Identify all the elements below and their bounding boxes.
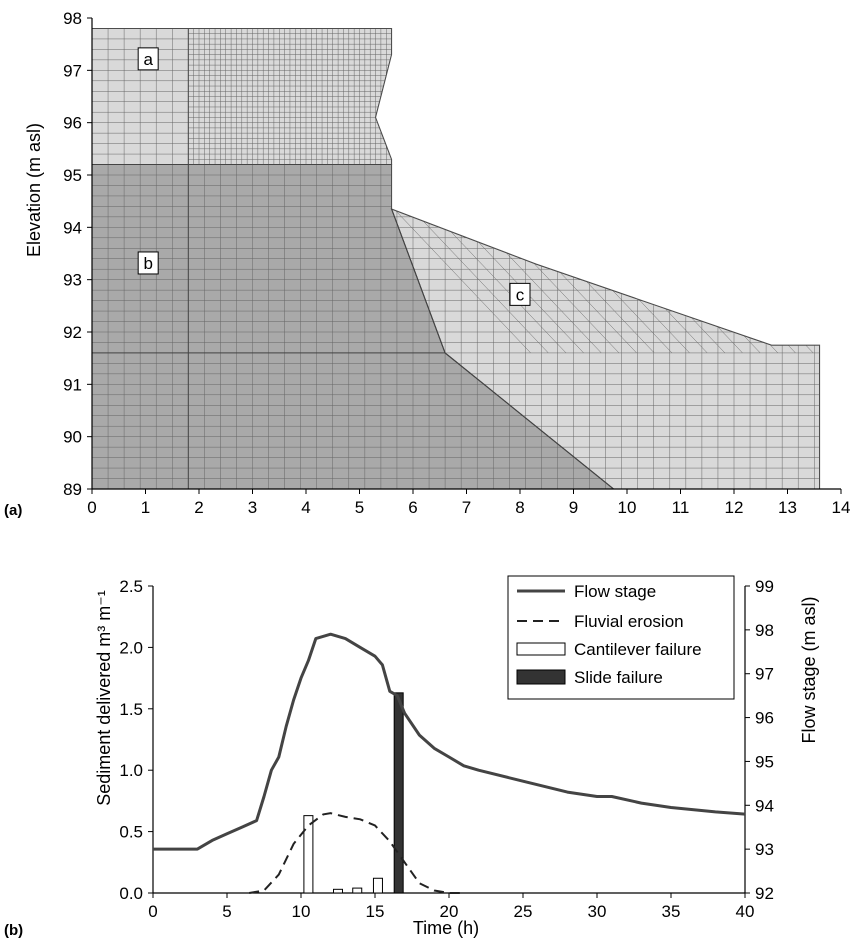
failure-bars xyxy=(303,692,404,894)
y-tick-label: 2.0 xyxy=(119,638,143,657)
x-tick-label: 25 xyxy=(514,902,533,921)
x-tick-label: 30 xyxy=(588,902,607,921)
mesh-line xyxy=(762,206,820,354)
x-tick-label: 12 xyxy=(725,498,744,517)
zone-label-a: a xyxy=(143,50,153,69)
panel-b: 0 5 10 15 20 25 30 35 40 0.0 0.5 1.0 1.5 2.0 2.5 92 93… xyxy=(4,575,819,939)
legend-label-fluvial-erosion: Fluvial erosion xyxy=(574,612,684,631)
x-tick-label: 2 xyxy=(194,498,203,517)
legend-swatch-slide-failure xyxy=(516,669,566,685)
y-right-tick-label: 92 xyxy=(755,884,774,903)
y-right-tick-label: 96 xyxy=(755,709,774,728)
x-tick-label: 0 xyxy=(87,498,96,517)
y-tick-label: 90 xyxy=(63,428,82,447)
zone-label-box xyxy=(137,47,159,71)
x-tick-label: 14 xyxy=(832,498,851,517)
x-tick-label: 9 xyxy=(569,498,578,517)
panel-a-y-axis-label: Elevation (m asl) xyxy=(24,123,44,257)
mesh-line xyxy=(779,206,820,354)
cantilever-failure-bar xyxy=(372,877,383,894)
y-tick-label: 0.5 xyxy=(119,823,143,842)
x-tick-label: 7 xyxy=(462,498,471,517)
x-tick-label: 8 xyxy=(515,498,524,517)
mesh-line xyxy=(797,206,820,354)
y-right-tick-label: 95 xyxy=(755,752,774,771)
x-tick-label: 5 xyxy=(222,902,231,921)
zone-label-box xyxy=(509,282,531,306)
zone-label-b: b xyxy=(143,254,152,273)
x-tick-label: 5 xyxy=(355,498,364,517)
fluvial-erosion-line xyxy=(249,812,464,894)
x-tick-label: 20 xyxy=(440,902,459,921)
y-tick-label: 89 xyxy=(63,480,82,499)
legend-label-slide-failure: Slide failure xyxy=(574,668,663,687)
y-right-tick-label: 99 xyxy=(755,577,774,596)
y-tick-label: 2.5 xyxy=(119,577,143,596)
x-tick-label: 3 xyxy=(248,498,257,517)
x-tick-label: 13 xyxy=(778,498,797,517)
x-tick-label: 11 xyxy=(672,498,690,517)
panel-b-y-ticks-left: 0.0 0.5 1.0 1.5 2.0 2.5 xyxy=(119,577,153,903)
x-tick-label: 0 xyxy=(148,902,157,921)
panel-b-label: (b) xyxy=(4,922,23,939)
y-tick-label: 91 xyxy=(63,375,82,394)
y-right-tick-label: 94 xyxy=(755,796,774,815)
cantilever-failure-bar xyxy=(303,815,314,894)
panel-a-label: (a) xyxy=(4,502,22,519)
legend-label-cantilever-failure: Cantilever failure xyxy=(574,640,702,659)
flow-stage-line xyxy=(153,632,746,851)
y-right-tick-label: 93 xyxy=(755,840,774,859)
panel-a-y-ticks: 89 90 91 92 93 94 95 96 97 98 xyxy=(63,9,92,499)
y-right-tick-label: 98 xyxy=(755,621,774,640)
x-tick-label: 15 xyxy=(366,902,385,921)
panel-b-x-ticks: 0 5 10 15 20 25 30 35 40 xyxy=(148,893,754,921)
x-tick-label: 1 xyxy=(141,498,150,517)
y-right-tick-label: 97 xyxy=(755,665,774,684)
y-tick-label: 1.0 xyxy=(119,761,143,780)
mesh-line xyxy=(726,206,820,354)
x-tick-label: 10 xyxy=(292,902,311,921)
panel-b-y-axis-label: Sediment delivered m³ m⁻¹ xyxy=(94,590,114,806)
panel-b-y-axis-label-right: Flow stage (m asl) xyxy=(799,596,819,743)
panel-b-x-axis-label: Time (h) xyxy=(413,918,479,938)
zone-label-c: c xyxy=(516,285,525,304)
y-tick-label: 1.5 xyxy=(119,700,143,719)
legend: Flow stage Fluvial erosion Cantilever fa… xyxy=(507,575,735,700)
legend-swatch-cantilever-failure xyxy=(516,642,566,656)
panel-b-y-ticks-right: 92 93 94 95 96 97 98 99 xyxy=(745,577,774,903)
legend-label-flow-stage: Flow stage xyxy=(574,582,656,601)
mesh-line xyxy=(744,206,820,354)
y-tick-label: 0.0 xyxy=(119,884,143,903)
y-tick-label: 97 xyxy=(63,61,82,80)
panel-a: 0 1 2 3 4 5 6 7 8 9 10 11 12 13 14 8990919293949596979… xyxy=(4,9,850,519)
y-tick-label: 92 xyxy=(63,323,82,342)
cantilever-failure-bar xyxy=(333,888,343,894)
x-tick-label: 10 xyxy=(618,498,637,517)
series-lines xyxy=(153,632,746,894)
zone-labels: a b c xyxy=(137,47,531,306)
zone-label-box xyxy=(137,251,159,275)
y-tick-label: 94 xyxy=(63,218,82,237)
panel-a-x-ticks: 0 1 2 3 4 5 6 7 8 9 10 11 12 13 14 xyxy=(87,489,850,517)
x-tick-label: 40 xyxy=(736,902,755,921)
y-tick-label: 96 xyxy=(63,114,82,133)
x-tick-label: 6 xyxy=(408,498,417,517)
mesh-line xyxy=(391,206,531,354)
slide-failure-bar xyxy=(393,692,404,894)
y-tick-label: 93 xyxy=(63,271,82,290)
mesh-line xyxy=(409,206,549,354)
y-tick-label: 98 xyxy=(63,9,82,28)
x-tick-label: 4 xyxy=(301,498,310,517)
cantilever-failure-bar xyxy=(352,887,363,894)
x-tick-label: 35 xyxy=(662,902,681,921)
y-tick-label: 95 xyxy=(63,166,82,185)
